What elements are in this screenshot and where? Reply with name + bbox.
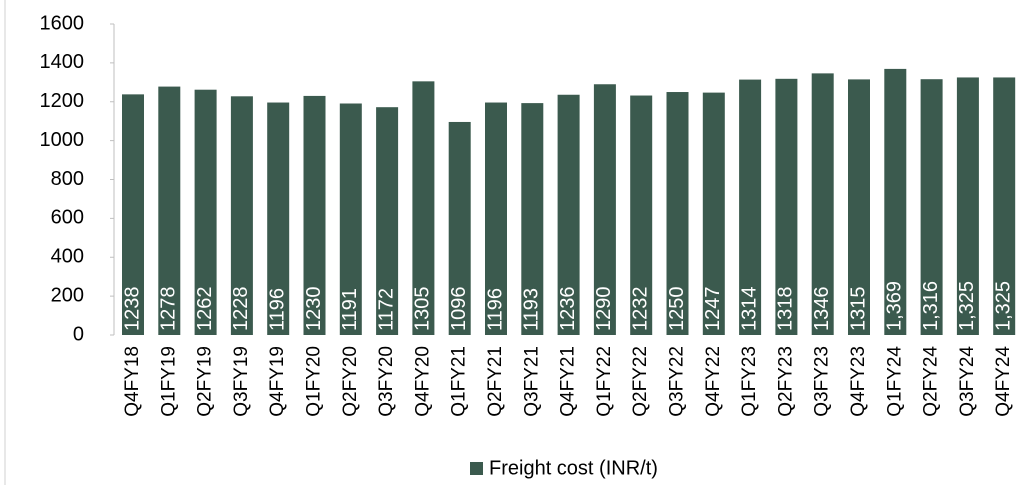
value-label: 1196 (266, 288, 288, 331)
value-label: 1172 (375, 288, 397, 331)
bar (884, 68, 907, 335)
value-label: 1250 (666, 287, 688, 332)
value-label: 1096 (448, 287, 470, 332)
value-label: 1236 (557, 287, 579, 332)
value-label: 1228 (230, 287, 252, 332)
bar (630, 95, 653, 335)
x-tick-label: Q1FY24 (884, 346, 905, 417)
value-label: 1232 (629, 287, 651, 332)
y-tick-label: 800 (51, 168, 84, 190)
bar (956, 77, 979, 335)
x-tick-label: Q2FY22 (630, 346, 651, 417)
value-label: 1278 (158, 287, 180, 332)
bar (267, 102, 290, 335)
x-tick-label: Q4FY19 (267, 346, 288, 417)
bar (557, 94, 580, 335)
value-label: 1290 (593, 287, 615, 332)
y-tick-label: 1600 (40, 12, 85, 34)
legend-swatch (470, 462, 483, 475)
x-tick-label: Q1FY22 (594, 346, 615, 417)
x-tick-label: Q3FY20 (376, 346, 397, 417)
value-label: 1314 (738, 287, 760, 332)
x-tick-label: Q2FY21 (485, 346, 506, 417)
value-label: 1305 (412, 287, 434, 332)
bar (376, 107, 399, 335)
bar (811, 73, 834, 335)
legend-label: Freight cost (INR/t) (489, 457, 658, 479)
x-tick-label: Q4FY18 (122, 346, 143, 417)
value-label: 1247 (702, 287, 724, 332)
x-tick-label: Q4FY23 (848, 346, 869, 417)
x-tick-label: Q4FY20 (412, 346, 433, 417)
x-tick-label: Q1FY21 (449, 346, 470, 417)
bar (848, 79, 870, 335)
value-label: 1238 (121, 287, 143, 332)
x-tick-label: Q4FY21 (558, 346, 579, 417)
bar (521, 103, 544, 335)
value-label: 1315 (847, 287, 869, 332)
value-label: 1,316 (920, 281, 942, 331)
bar (412, 81, 435, 335)
x-tick-label: Q3FY23 (812, 346, 833, 417)
value-label: 1191 (339, 288, 361, 331)
bar (122, 94, 144, 336)
bar (303, 95, 326, 335)
bar (702, 92, 725, 335)
x-tick-label: Q2FY19 (195, 346, 216, 417)
x-tick-label: Q3FY22 (667, 346, 688, 417)
bar (158, 86, 181, 336)
x-tick-label: Q4FY22 (703, 346, 724, 417)
y-tick-label: 1000 (40, 129, 85, 151)
bar (339, 103, 362, 335)
value-label: 1,369 (884, 281, 906, 331)
x-tick-label: Q1FY23 (739, 346, 760, 417)
bar (775, 78, 798, 335)
value-label: 1230 (303, 287, 325, 332)
y-tick-label: 600 (51, 207, 84, 229)
bar (666, 92, 689, 335)
x-tick-label: Q4FY24 (993, 346, 1014, 417)
value-label: 1,325 (956, 281, 978, 331)
x-tick-label: Q2FY23 (775, 346, 796, 417)
bar (194, 89, 217, 335)
bar (230, 96, 253, 336)
y-tick-label: 1200 (40, 90, 85, 112)
x-tick-label: Q3FY21 (521, 346, 542, 417)
bar (993, 77, 1016, 335)
value-label: 1196 (484, 288, 506, 331)
x-tick-label: Q3FY24 (957, 346, 978, 417)
x-tick-label: Q2FY20 (340, 346, 361, 417)
x-tick-label: Q3FY19 (231, 346, 252, 417)
y-tick-label: 200 (51, 284, 84, 306)
value-label: 1346 (811, 287, 833, 332)
x-tick-label: Q1FY20 (304, 346, 325, 417)
x-tick-label: Q2FY24 (921, 346, 942, 417)
value-label: 1318 (775, 287, 797, 332)
bar (920, 79, 943, 335)
value-label: 1,325 (992, 281, 1014, 331)
x-tick-label: Q1FY19 (158, 346, 179, 417)
bar (448, 121, 471, 335)
bar (485, 102, 507, 335)
bar (739, 79, 762, 335)
y-tick-label: 400 (51, 246, 84, 268)
value-label: 1193 (521, 288, 543, 331)
y-tick-label: 1400 (40, 51, 85, 73)
y-tick-label: 0 (73, 323, 84, 345)
bar (593, 84, 616, 335)
value-label: 1262 (194, 287, 216, 332)
